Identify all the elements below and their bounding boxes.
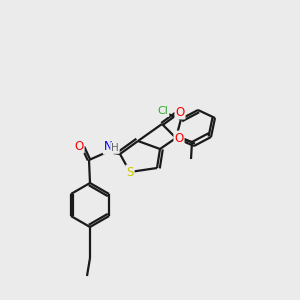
Text: S: S — [126, 166, 134, 178]
Text: H: H — [111, 143, 119, 153]
Text: O: O — [176, 106, 184, 118]
Text: O: O — [174, 131, 184, 145]
Text: O: O — [74, 140, 84, 152]
Text: Cl: Cl — [158, 106, 168, 116]
Text: N: N — [103, 140, 112, 154]
